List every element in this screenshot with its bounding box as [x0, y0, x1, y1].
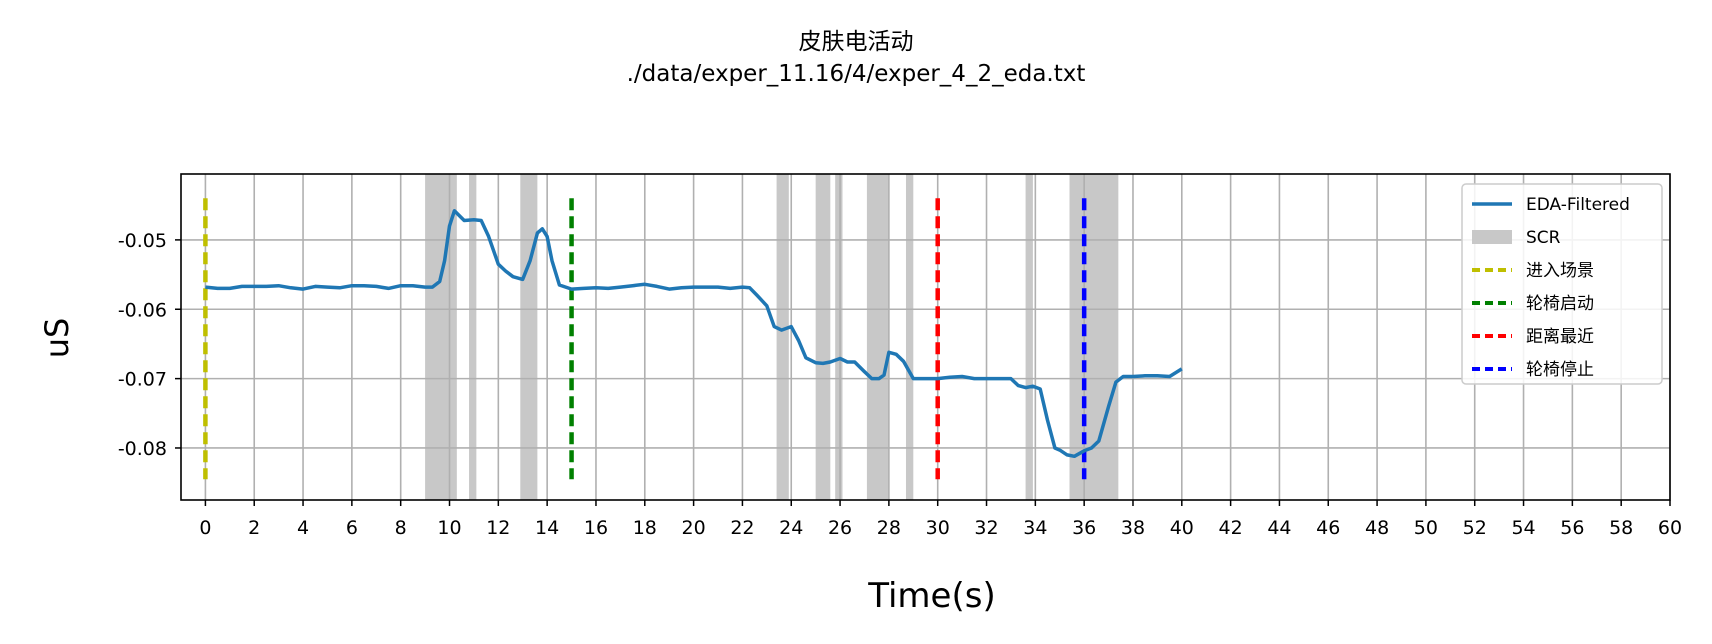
eda-filtered-line [205, 209, 1183, 459]
x-axis-ticks: 0 2 4 6 8 10 12 14 16 18 20 22 24 26 28 30 32 34 36 38 40 42 4… [199, 500, 1682, 539]
x-tick-label-19: 38 [1121, 517, 1145, 539]
x-tick-label-21: 42 [1219, 517, 1243, 539]
x-axis-label: Time(s) [867, 576, 995, 616]
scr-region-1 [469, 174, 477, 500]
x-tick-label-4: 8 [395, 517, 407, 539]
x-tick-label-6: 12 [486, 517, 510, 539]
x-tick-label-0: 0 [199, 517, 211, 539]
legend-label-4: 距离最近 [1526, 327, 1594, 347]
x-tick-label-9: 18 [633, 517, 657, 539]
x-tick-label-17: 34 [1023, 517, 1047, 539]
x-tick-label-22: 44 [1267, 517, 1291, 539]
scr-region-0 [425, 174, 457, 500]
legend-label-1: SCR [1526, 228, 1561, 248]
chart-title-block: 皮肤电活动 ./data/exper_11.16/4/exper_4_2_eda… [0, 26, 1712, 90]
scr-region-8 [1025, 174, 1033, 500]
event-markers [203, 198, 1087, 480]
y-axis-label: uS [38, 318, 76, 359]
scr-region-2 [520, 174, 538, 500]
x-tick-label-26: 52 [1463, 517, 1487, 539]
x-tick-label-16: 32 [974, 517, 998, 539]
scr-regions [425, 174, 1119, 500]
x-tick-label-27: 54 [1511, 517, 1535, 539]
legend-label-2: 进入场景 [1526, 261, 1594, 281]
chart-subtitle: ./data/exper_11.16/4/exper_4_2_eda.txt [626, 61, 1086, 87]
x-tick-label-29: 58 [1609, 517, 1633, 539]
scr-region-9 [1069, 174, 1119, 500]
x-tick-label-12: 24 [779, 517, 803, 539]
x-tick-label-18: 36 [1072, 517, 1096, 539]
x-tick-label-2: 4 [297, 517, 309, 539]
legend-label-3: 轮椅启动 [1526, 294, 1594, 314]
x-tick-label-30: 60 [1658, 517, 1682, 539]
y-axis-ticks: -0.05 -0.06 -0.07 -0.08 [118, 230, 181, 460]
x-tick-label-3: 6 [346, 517, 358, 539]
x-tick-label-24: 48 [1365, 517, 1389, 539]
grid-lines [181, 174, 1671, 500]
x-tick-label-5: 10 [437, 517, 461, 539]
chart-title: 皮肤电活动 [798, 29, 914, 55]
x-tick-label-15: 30 [926, 517, 950, 539]
x-tick-label-25: 50 [1414, 517, 1438, 539]
y-tick-label-2: -0.07 [118, 369, 167, 391]
y-tick-label-1: -0.06 [118, 299, 167, 321]
x-tick-label-23: 46 [1316, 517, 1340, 539]
legend-label-0: EDA-Filtered [1526, 195, 1630, 215]
x-tick-label-11: 22 [730, 517, 754, 539]
plot-frame [180, 173, 1671, 501]
y-tick-label-0: -0.05 [118, 230, 167, 252]
scr-region-4 [815, 174, 831, 500]
legend-swatch-1 [1472, 230, 1512, 244]
scr-region-6 [866, 174, 889, 500]
x-tick-label-20: 40 [1170, 517, 1194, 539]
x-tick-label-10: 20 [682, 517, 706, 539]
x-tick-label-7: 14 [535, 517, 559, 539]
scr-region-5 [835, 174, 843, 500]
x-tick-label-14: 28 [877, 517, 901, 539]
scr-region-7 [905, 174, 914, 500]
x-tick-label-8: 16 [584, 517, 608, 539]
x-tick-label-28: 56 [1560, 517, 1584, 539]
x-tick-label-13: 26 [828, 517, 852, 539]
legend-label-5: 轮椅停止 [1526, 360, 1594, 380]
eda-series [205, 209, 1183, 459]
scr-region-3 [776, 174, 789, 500]
x-tick-label-1: 2 [248, 517, 260, 539]
y-tick-label-3: -0.08 [118, 438, 167, 460]
